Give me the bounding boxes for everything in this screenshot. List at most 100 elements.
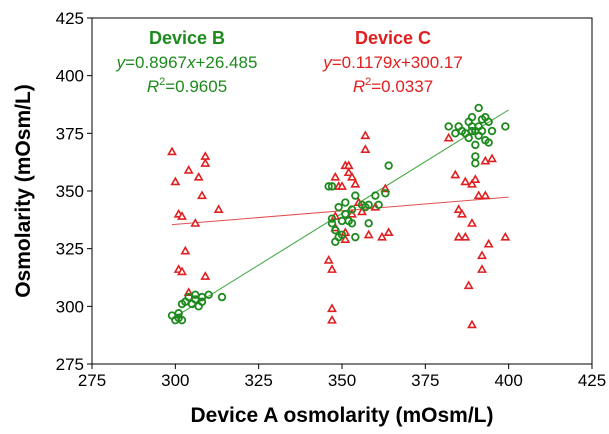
x-tick-label: 275 [78, 371, 106, 390]
device-c-point [383, 227, 394, 237]
y-tick-label: 400 [56, 67, 84, 86]
device-b-point [487, 126, 497, 136]
device-c-point [323, 254, 334, 264]
device-c-point [453, 231, 464, 241]
device-c-r2: R2=0.0337 [353, 76, 433, 96]
device-b-point [384, 161, 393, 170]
x-tick-label: 400 [494, 371, 522, 390]
device-b-point [464, 133, 473, 143]
device-b-point [327, 219, 337, 228]
device-b-point [471, 126, 480, 136]
device-c-point [360, 144, 371, 153]
device-c-point [213, 204, 224, 213]
device-b-point [364, 219, 373, 228]
device-c-point [477, 250, 487, 260]
device-b-point [351, 191, 360, 200]
device-b-point [341, 209, 350, 219]
device-b-point [334, 202, 343, 212]
device-b-point [324, 182, 333, 191]
device-b-point [197, 297, 207, 306]
device-b-eq-x: x [186, 53, 196, 72]
device-b-equation: y=0.8967x+26.485 [116, 53, 258, 72]
device-c-point [337, 181, 347, 190]
device-c-point [453, 204, 464, 213]
device-b-trend-line [171, 109, 509, 320]
device-b-point [347, 219, 357, 228]
device-b-point [444, 122, 453, 131]
device-c-point [443, 132, 454, 142]
device-b-point [327, 182, 337, 191]
x-tick-label: 350 [328, 371, 356, 390]
device-c-point [470, 174, 481, 183]
device-b-label: Device B [149, 28, 225, 48]
device-c-label: Device C [355, 28, 431, 48]
device-b-point [177, 315, 187, 325]
device-b-eq-y: y [116, 53, 127, 72]
y-tick-label: 325 [56, 240, 84, 259]
device-c-points [167, 130, 511, 329]
axis-ticks: 275 300 325 350 375 400 425 275 300 325 350 375 400 4… [56, 9, 607, 390]
device-c-point [450, 169, 461, 179]
device-b-point [204, 290, 213, 299]
device-b-point [351, 232, 360, 242]
device-b-eq-slope: =0.8967 [125, 53, 187, 72]
device-c-point [327, 303, 337, 313]
device-c-point [180, 245, 191, 255]
device-b-point [467, 126, 477, 136]
y-tick-label: 275 [56, 355, 84, 374]
device-c-eq-intercept: +300.17 [401, 53, 463, 72]
device-b-point [371, 191, 380, 200]
device-b-point [331, 226, 340, 235]
device-c-point [457, 208, 467, 218]
device-c-point [167, 146, 177, 156]
device-c-point [467, 218, 477, 227]
device-c-point [347, 171, 357, 181]
x-tick-label: 375 [411, 371, 439, 390]
device-c-eq-y: y [322, 53, 333, 72]
device-c-point [480, 190, 491, 200]
device-b-point [374, 200, 383, 210]
device-b-point [347, 205, 357, 214]
device-c-point [193, 171, 204, 181]
device-b-r2: R2=0.9605 [147, 76, 227, 96]
device-b-point [484, 138, 493, 147]
device-b-point [484, 117, 493, 126]
device-b-r2-label: R [147, 77, 159, 96]
device-b-point [467, 112, 477, 122]
device-b-point [327, 214, 337, 223]
y-tick-label: 425 [56, 9, 84, 28]
device-b-point [501, 122, 510, 131]
device-c-point [500, 231, 511, 241]
device-c-point [330, 171, 341, 181]
device-b-points [167, 103, 510, 325]
device-c-point [350, 178, 361, 188]
device-b-point [364, 200, 373, 210]
device-c-point [177, 266, 187, 276]
device-c-point [460, 231, 471, 241]
device-c-point [190, 218, 201, 227]
device-b-r2-value: =0.9605 [165, 77, 227, 96]
device-b-annotation: Device B y=0.8967x+26.485 R2=0.9605 [116, 28, 258, 96]
device-c-point [343, 167, 354, 177]
device-b-point [474, 103, 483, 113]
x-tick-label: 300 [161, 371, 189, 390]
device-c-point [360, 130, 371, 140]
x-tick-label: 325 [244, 371, 272, 390]
device-c-point [340, 234, 351, 243]
device-b-point [337, 230, 347, 240]
device-b-point [471, 159, 480, 168]
device-c-point [460, 176, 471, 186]
y-tick-label: 350 [56, 182, 84, 201]
device-c-point [377, 231, 387, 241]
device-c-point [327, 314, 337, 324]
device-b-point [174, 309, 183, 318]
device-b-point [471, 140, 480, 150]
device-c-point [327, 264, 337, 273]
device-c-eq-slope: =0.1179 [332, 53, 393, 72]
device-b-r2-sup: 2 [159, 76, 165, 88]
device-b-point [217, 292, 227, 302]
device-c-r2-value: =0.0337 [371, 77, 433, 96]
device-c-annotation: Device C y=0.1179x+300.17 R2=0.0337 [322, 28, 463, 96]
device-b-point [381, 189, 390, 198]
